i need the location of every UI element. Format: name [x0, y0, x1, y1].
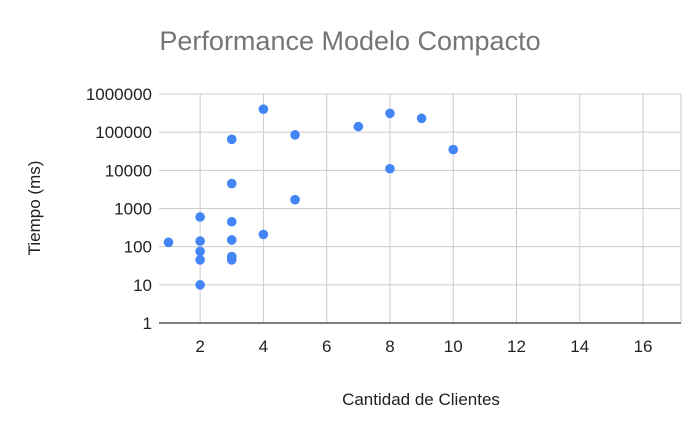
data-point [448, 144, 459, 155]
data-point [353, 121, 364, 132]
y-tick-label: 100 [124, 238, 152, 257]
y-tick-label: 1000 [114, 200, 152, 219]
data-point [163, 237, 174, 248]
data-point [385, 108, 395, 119]
x-tick-label: 14 [570, 337, 589, 356]
data-point [226, 255, 237, 265]
data-point [258, 229, 269, 240]
y-tick-label: 10 [133, 276, 152, 295]
y-tick-label: 1000000 [86, 85, 152, 104]
x-tick-label: 12 [507, 337, 526, 356]
x-tick-label: 10 [444, 337, 463, 356]
chart-title: Performance Modelo Compacto [159, 26, 540, 56]
data-point [416, 113, 427, 124]
data-point [258, 104, 269, 114]
data-point [195, 280, 205, 290]
data-point [290, 194, 300, 205]
data-point [226, 178, 237, 189]
y-axis-title: Tiempo (ms) [25, 161, 44, 256]
horizontal-gridlines [159, 93, 681, 286]
x-tick-label: 2 [195, 337, 204, 356]
data-point [290, 130, 300, 140]
y-tick-label: 100000 [95, 123, 152, 142]
x-tick-labels: 2 4 6 8 10 12 14 16 [195, 337, 652, 356]
x-axis-title: Cantidad de Clientes [342, 390, 500, 409]
x-tick-label: 8 [385, 337, 394, 356]
data-point [385, 163, 395, 174]
y-tick-labels: 1 10 100 1000 10000 100000 1000000 [86, 85, 152, 333]
data-points [163, 104, 459, 290]
x-tick-label: 16 [634, 337, 653, 356]
data-point [195, 246, 205, 257]
data-point [195, 255, 205, 265]
data-point [226, 134, 237, 145]
x-tick-label: 6 [322, 337, 331, 356]
y-tick-label: 10000 [105, 161, 152, 180]
y-tick-label: 1 [143, 314, 152, 333]
data-point [195, 212, 205, 222]
data-point [195, 236, 205, 246]
data-point [226, 216, 237, 227]
x-tick-label: 4 [259, 337, 268, 356]
data-point [226, 235, 237, 245]
